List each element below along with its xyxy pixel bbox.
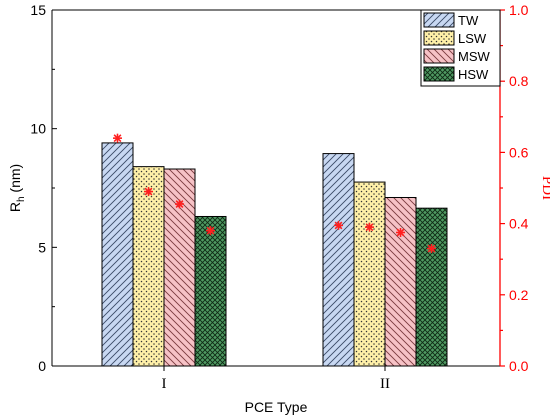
pdi-marker-tw-i	[113, 133, 122, 143]
y2-tick-label: 0.2	[509, 287, 529, 303]
legend-label-hsw: HSW	[458, 67, 489, 82]
y-tick-label: 15	[30, 2, 46, 18]
y-axis-label-main: R	[7, 202, 23, 212]
x-axis-label: PCE Type	[245, 399, 308, 415]
legend-label-tw: TW	[458, 13, 479, 28]
y2-tick-label: 0.8	[509, 73, 529, 89]
bar-lsw-ii	[353, 181, 386, 367]
y-axis-label-sub: h	[16, 196, 27, 202]
y-tick-label: 10	[30, 121, 46, 137]
bars-group	[101, 142, 448, 367]
pdi-marker-msw-ii	[396, 228, 405, 237]
y2-tick-label: 0.0	[509, 358, 529, 374]
y2-tick-label: 1.0	[509, 2, 529, 18]
bar-lsw-i	[132, 166, 165, 367]
legend-label-msw: MSW	[458, 49, 491, 64]
bar-tw-i	[101, 142, 134, 367]
pdi-markers-group	[113, 133, 436, 254]
pdi-marker-tw-ii	[334, 220, 343, 230]
legend-swatch-msw	[423, 48, 455, 64]
x-ticks-group: I II	[162, 366, 390, 392]
pdi-marker-hsw-ii	[427, 244, 436, 254]
pdi-marker-hsw-i	[206, 226, 215, 236]
legend-swatch-lsw	[423, 30, 455, 46]
pdi-marker-lsw-ii	[365, 222, 374, 232]
legend: TW LSW MSW HSW	[420, 9, 501, 87]
bar-hsw-ii	[415, 207, 448, 367]
bar-hsw-i	[194, 215, 227, 367]
pdi-marker-lsw-i	[144, 187, 153, 197]
y-axis-label-unit: (nm)	[7, 164, 23, 197]
legend-swatch-hsw	[423, 66, 455, 82]
bar-msw-i	[163, 168, 196, 367]
y-tick-label: 5	[38, 239, 46, 255]
bar-tw-ii	[322, 153, 355, 367]
bar-msw-ii	[384, 196, 417, 367]
y2-tick-label: 0.6	[509, 144, 529, 160]
legend-label-lsw: LSW	[458, 31, 487, 46]
y-axis-label: Rh (nm)	[7, 164, 27, 212]
legend-swatch-tw	[423, 12, 455, 28]
x-tick-label: II	[380, 376, 390, 392]
y2-tick-label: 0.4	[509, 216, 529, 232]
pdi-marker-msw-i	[175, 199, 184, 209]
y2-axis-label: PDI	[539, 176, 550, 200]
left-ticks-group: 0 5 10 15	[30, 2, 57, 374]
x-tick-label: I	[162, 376, 167, 392]
y-tick-label: 0	[38, 358, 46, 374]
right-ticks-group: 0.0 0.2 0.4 0.6 0.8 1.0	[500, 2, 529, 374]
